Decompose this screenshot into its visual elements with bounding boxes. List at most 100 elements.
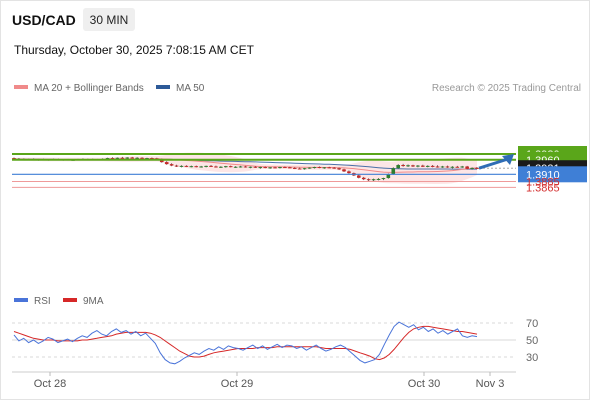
candle-body — [268, 167, 272, 169]
candle-body — [317, 167, 322, 169]
rsi-tick-label: 50 — [526, 335, 538, 347]
candle-body — [356, 175, 361, 178]
candle-body — [297, 168, 302, 170]
candle-body — [450, 166, 455, 168]
ma20-legend-swatch — [14, 85, 28, 89]
candle-body — [465, 166, 469, 169]
ma50-legend-label: MA 50 — [176, 83, 205, 94]
candle-body — [337, 168, 341, 170]
candle-body — [258, 167, 263, 169]
rsi-legend-swatch — [14, 298, 28, 302]
candle-body — [411, 165, 415, 167]
x-tick-label: Oct 29 — [221, 378, 253, 390]
candle-body — [174, 165, 179, 167]
candle-body — [376, 178, 381, 180]
candle-body — [278, 167, 282, 169]
candle-body — [238, 166, 243, 168]
bollinger-band — [14, 152, 477, 184]
candle-body — [243, 166, 248, 168]
candle-body — [425, 165, 430, 167]
x-tick-label: Nov 3 — [476, 378, 505, 390]
candle-body — [204, 165, 208, 167]
candle-body — [110, 158, 115, 160]
candle-body — [416, 165, 420, 167]
candle-body — [470, 167, 474, 169]
candle-body — [219, 166, 223, 168]
candle-body — [125, 157, 130, 159]
candle-body — [342, 169, 346, 172]
candle-body — [371, 179, 376, 181]
candle-body — [445, 166, 450, 168]
rsi-tick-label: 30 — [526, 352, 538, 364]
timeframe-badge[interactable] — [83, 8, 135, 31]
candle-body — [233, 166, 238, 168]
candle-body — [386, 174, 391, 179]
candle-body — [105, 158, 110, 160]
candle-body — [253, 166, 258, 168]
timeframe-label: 30 MIN — [90, 13, 129, 27]
rsi-legend-label: RSI — [34, 296, 51, 307]
candle-body — [283, 167, 287, 169]
candle-body — [135, 157, 139, 159]
ma20-legend-label: MA 20 + Bollinger Bands — [34, 83, 144, 94]
candle-body — [435, 166, 440, 168]
candle-body — [189, 166, 194, 168]
ma50-legend-swatch — [156, 85, 170, 89]
rsi-line — [13, 321, 478, 365]
candle-body — [263, 167, 268, 169]
level-label: 1.3910 — [526, 169, 560, 181]
candle-body — [391, 168, 396, 175]
candle-body — [184, 165, 189, 167]
candle-body — [179, 165, 184, 167]
candle-body — [347, 171, 351, 174]
candle-body — [366, 179, 371, 181]
candle-body — [361, 177, 366, 180]
rsi-panel: 70 50 30 — [12, 318, 538, 365]
x-tick-label: Oct 30 — [408, 378, 440, 390]
rsi-ma-legend-label: 9MA — [83, 296, 104, 307]
candle-body — [115, 157, 120, 159]
candle-body — [312, 167, 317, 169]
level-label: 1.3885 — [526, 177, 560, 189]
price-panel — [12, 152, 479, 184]
x-tick-label: Oct 28 — [34, 378, 66, 390]
candle-body — [169, 164, 174, 166]
forecast-arrow-head — [502, 154, 514, 165]
level-label: 1.3865 — [526, 182, 560, 194]
candle-body — [440, 166, 445, 168]
rsi-ma-line — [13, 325, 478, 361]
candle-body — [406, 165, 410, 167]
candle-body — [223, 166, 228, 168]
symbol-title: USD/CAD — [12, 12, 76, 28]
candle-body — [130, 157, 135, 159]
candle-body — [214, 166, 218, 168]
level-label-box — [518, 166, 587, 183]
candle-body — [288, 167, 292, 169]
candle-body — [120, 157, 125, 159]
candle-body — [401, 165, 405, 167]
rsi-ma-legend-swatch — [63, 298, 77, 302]
candle-body — [12, 158, 16, 160]
candle-body — [327, 167, 332, 169]
candle-body — [248, 166, 253, 168]
timestamp: Thursday, October 30, 2025 7:08:15 AM CE… — [14, 43, 255, 57]
candle-body — [302, 168, 307, 170]
candle-body — [164, 162, 169, 165]
candle-body — [199, 166, 203, 168]
candle-body — [228, 166, 233, 168]
rsi-tick-label: 70 — [526, 318, 538, 330]
candle-body — [307, 167, 312, 169]
candle-body — [421, 165, 425, 167]
candle-body — [396, 165, 400, 169]
candle-body — [140, 157, 144, 159]
candle-body — [430, 165, 435, 167]
candle-body — [145, 158, 149, 160]
credit-text: Research © 2025 Trading Central — [432, 83, 581, 94]
candle-body — [209, 165, 213, 167]
forecast-arrow — [478, 157, 509, 170]
candle-body — [292, 167, 297, 169]
candle-body — [381, 178, 386, 180]
